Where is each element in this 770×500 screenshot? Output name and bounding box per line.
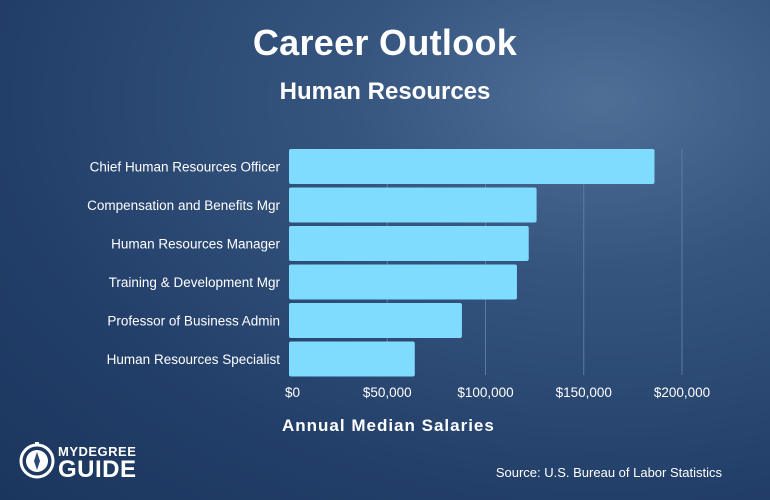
category-label: Human Resources Manager — [111, 237, 280, 252]
logo-top-text: MYDEGREE — [58, 444, 137, 459]
logo-bottom-text: GUIDE — [58, 456, 137, 483]
bar — [289, 187, 537, 223]
compass-icon — [19, 442, 55, 479]
chart-subtitle: Human Resources — [279, 78, 491, 105]
x-axis-label: Annual Median Salaries — [282, 416, 495, 435]
x-tick-label: $200,000 — [654, 385, 710, 400]
category-label: Chief Human Resources Officer — [90, 160, 281, 175]
category-label: Human Resources Specialist — [107, 352, 281, 367]
category-label: Compensation and Benefits Mgr — [87, 198, 280, 213]
bar — [289, 149, 655, 184]
bar — [289, 226, 529, 261]
bar — [289, 341, 415, 377]
x-tick-label: $0 — [285, 385, 300, 400]
category-label: Professor of Business Admin — [107, 314, 280, 329]
chart-title: Career Outlook — [252, 22, 518, 63]
mydegree-guide-logo: MYDEGREE GUIDE — [18, 440, 148, 485]
x-tick-label: $100,000 — [457, 385, 513, 400]
bar — [289, 264, 517, 300]
bar — [289, 303, 462, 338]
x-tick-label: $150,000 — [556, 385, 612, 400]
source-note: Source: U.S. Bureau of Labor Statistics — [495, 465, 722, 480]
bar-chart: Chief Human Resources Officer Compensatio… — [87, 149, 710, 400]
x-tick-label: $50,000 — [363, 385, 412, 400]
category-label: Training & Development Mgr — [109, 275, 281, 290]
